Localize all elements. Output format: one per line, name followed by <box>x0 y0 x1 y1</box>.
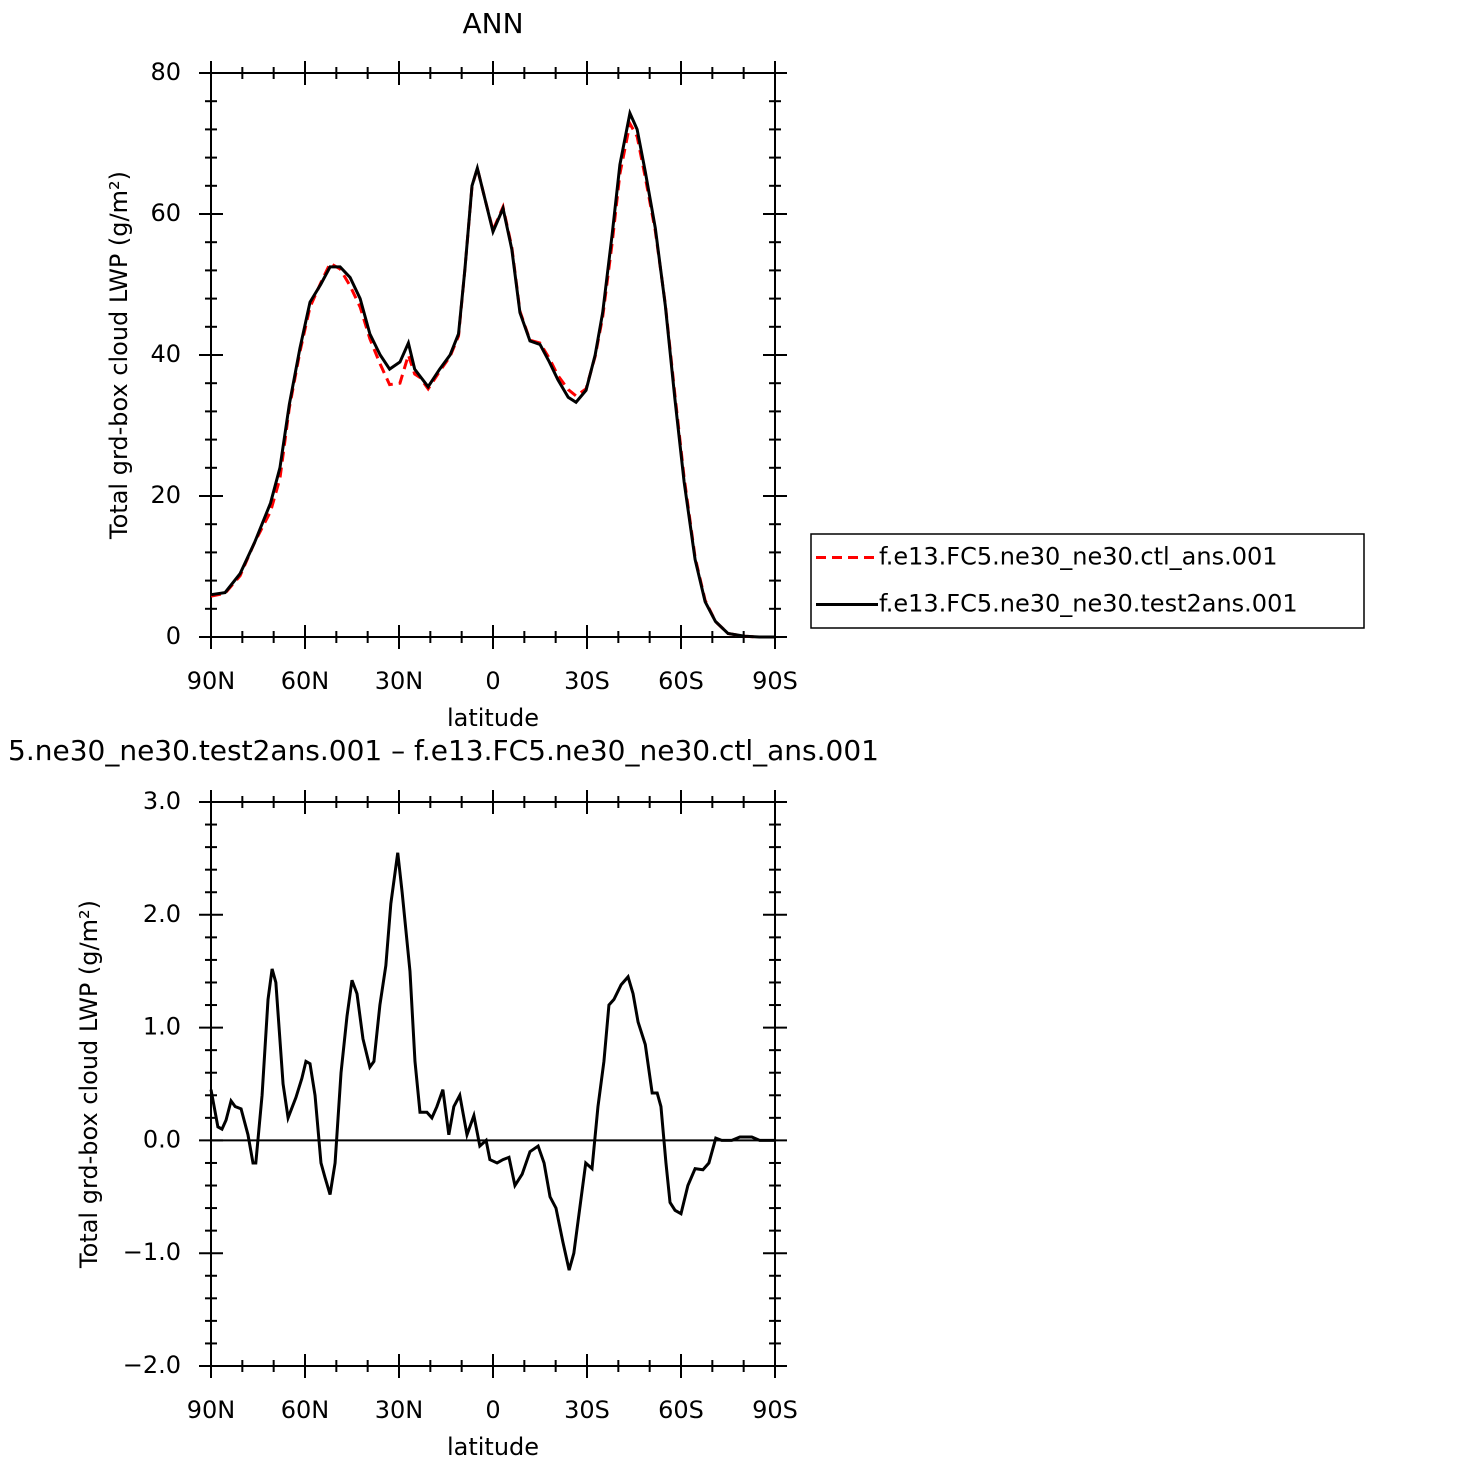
x-tick-label: 30S <box>564 667 610 695</box>
x-tick-label: 30N <box>375 667 424 695</box>
data-line <box>210 119 775 639</box>
y-tick-label: 40 <box>150 340 181 368</box>
data-line <box>209 852 775 1271</box>
legend-box <box>810 533 1365 629</box>
x-tick-label: 60N <box>281 1396 330 1424</box>
y-tick-label: 0.0 <box>143 1125 181 1153</box>
y-tick-label: 20 <box>150 481 181 509</box>
y-tick-label: −1.0 <box>123 1238 181 1266</box>
x-tick-label: 60N <box>281 667 330 695</box>
y-tick-label: −2.0 <box>123 1351 181 1379</box>
y-tick-label: 0 <box>166 622 181 650</box>
legend-label: f.e13.FC5.ne30_ne30.test2ans.001 <box>879 590 1298 618</box>
x-axis-label: latitude <box>447 1433 539 1461</box>
data-line <box>210 108 775 639</box>
chart-title: ANN <box>462 7 523 40</box>
y-tick-label: 3.0 <box>143 787 181 815</box>
y-tick-label: 80 <box>150 58 181 86</box>
x-tick-label: 90S <box>752 667 798 695</box>
x-tick-label: 90S <box>752 1396 798 1424</box>
x-tick-label: 30N <box>375 1396 424 1424</box>
y-tick-label: 1.0 <box>143 1013 181 1041</box>
plot-frame <box>210 72 776 638</box>
x-axis-label: latitude <box>447 704 539 732</box>
legend-label: f.e13.FC5.ne30_ne30.ctl_ans.001 <box>879 543 1278 571</box>
x-tick-label: 30S <box>564 1396 610 1424</box>
y-axis-label: Total grd-box cloud LWP (g/m²) <box>75 900 103 1269</box>
x-tick-label: 60S <box>658 667 704 695</box>
x-tick-label: 90N <box>187 1396 236 1424</box>
y-axis-label: Total grd-box cloud LWP (g/m²) <box>105 171 133 540</box>
x-tick-label: 60S <box>658 1396 704 1424</box>
x-tick-label: 90N <box>187 667 236 695</box>
y-tick-label: 2.0 <box>143 900 181 928</box>
x-tick-label: 0 <box>485 667 500 695</box>
x-tick-label: 0 <box>485 1396 500 1424</box>
legend: f.e13.FC5.ne30_ne30.ctl_ans.001 f.e13.FC5… <box>810 533 1365 629</box>
chart-title: 5.ne30_ne30.test2ans.001 – f.e13.FC5.ne3… <box>8 734 879 767</box>
plot-frame <box>210 801 776 1367</box>
y-tick-label: 60 <box>150 199 181 227</box>
